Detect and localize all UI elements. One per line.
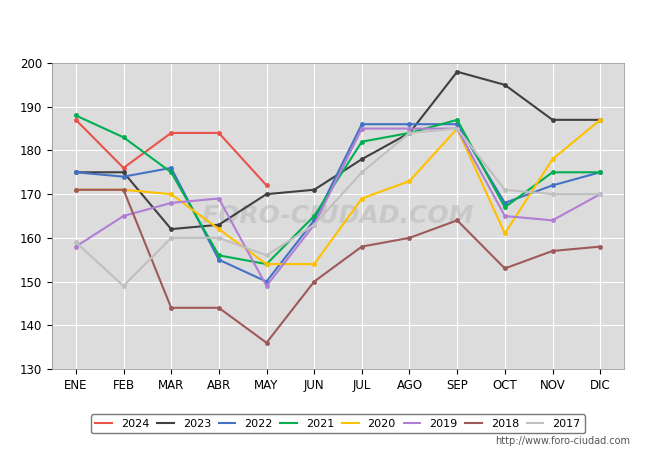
Text: FORO-CIUDAD.COM: FORO-CIUDAD.COM xyxy=(202,204,474,228)
Text: http://www.foro-ciudad.com: http://www.foro-ciudad.com xyxy=(495,436,630,446)
Legend: 2024, 2023, 2022, 2021, 2020, 2019, 2018, 2017: 2024, 2023, 2022, 2021, 2020, 2019, 2018… xyxy=(91,414,585,433)
Text: Afiliados en Pradilla de Ebro a 31/5/2024: Afiliados en Pradilla de Ebro a 31/5/202… xyxy=(157,14,493,33)
